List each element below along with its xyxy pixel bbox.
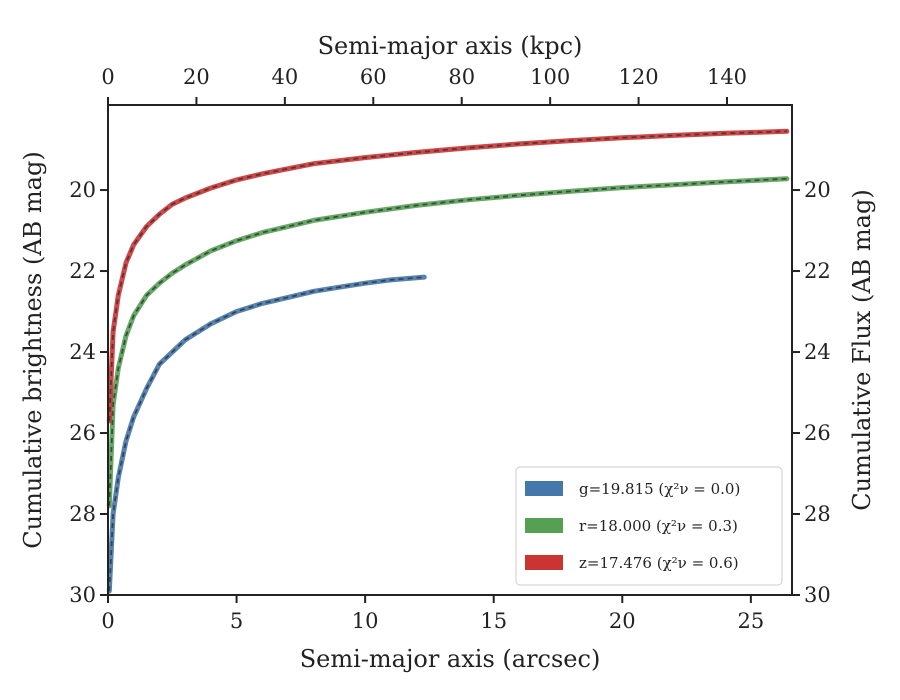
- legend-box: [515, 466, 783, 586]
- x-tick-label: 25: [737, 609, 764, 633]
- right-y-tick-label: 20: [804, 178, 831, 202]
- series-line-1: [106, 176, 790, 509]
- y-tick-label: 30: [69, 583, 96, 607]
- series-model-line-2: [108, 130, 787, 421]
- legend-label-z: z=17.476 (χ²ν = 0.6): [579, 554, 739, 572]
- legend-label-g: g=19.815 (χ²ν = 0.0): [579, 480, 740, 498]
- bottom-x-axis-title: Semi-major axis (arcsec): [300, 645, 601, 673]
- top-x-axis-title: Semi-major axis (kpc): [318, 32, 583, 60]
- top-x-tick-label: 60: [360, 65, 387, 89]
- series-line-2: [106, 128, 790, 424]
- right-y-tick-label: 30: [804, 583, 831, 607]
- x-tick-label: 0: [101, 609, 114, 633]
- right-y-axis-title: Cumulative Flux (AB mag): [848, 189, 876, 510]
- top-x-tick-label: 100: [530, 65, 570, 89]
- legend-label-r: r=18.000 (χ²ν = 0.3): [579, 517, 738, 535]
- legend-swatch-g: [525, 481, 563, 496]
- x-tick-label: 5: [230, 609, 243, 633]
- top-x-tick-label: 40: [271, 65, 298, 89]
- top-x-tick-label: 20: [183, 65, 210, 89]
- right-y-tick-label: 26: [804, 421, 831, 445]
- x-tick-label: 10: [352, 609, 379, 633]
- y-tick-label: 24: [69, 340, 96, 364]
- legend-swatch-z: [525, 555, 563, 570]
- series-line-0: [106, 274, 427, 594]
- top-x-tick-label: 0: [101, 65, 114, 89]
- x-tick-label: 20: [609, 609, 636, 633]
- y-tick-label: 22: [69, 259, 96, 283]
- right-y-tick-label: 22: [804, 259, 831, 283]
- series-model-line-1: [108, 177, 787, 506]
- y-tick-label: 20: [69, 178, 96, 202]
- top-x-tick-label: 80: [448, 65, 475, 89]
- right-y-tick-label: 24: [804, 340, 831, 364]
- top-x-tick-label: 140: [707, 65, 747, 89]
- legend: g=19.815 (χ²ν = 0.0) r=18.000 (χ²ν = 0.3…: [515, 466, 783, 586]
- right-y-tick-label: 28: [804, 502, 831, 526]
- plot-area: [106, 128, 790, 594]
- y-tick-label: 28: [69, 502, 96, 526]
- axis-ticks: 0 5 10 15 20 25 0 20 40 60 80 100 120 140 20 20 22 22 24 24…: [69, 65, 830, 633]
- x-tick-label: 15: [480, 609, 507, 633]
- plot-frame: [107, 104, 793, 596]
- y-tick-label: 26: [69, 421, 96, 445]
- legend-swatch-r: [525, 518, 563, 533]
- series-model-line-0: [108, 276, 425, 592]
- top-x-tick-label: 120: [619, 65, 659, 89]
- left-y-axis-title: Cumulative brightness (AB mag): [19, 151, 47, 548]
